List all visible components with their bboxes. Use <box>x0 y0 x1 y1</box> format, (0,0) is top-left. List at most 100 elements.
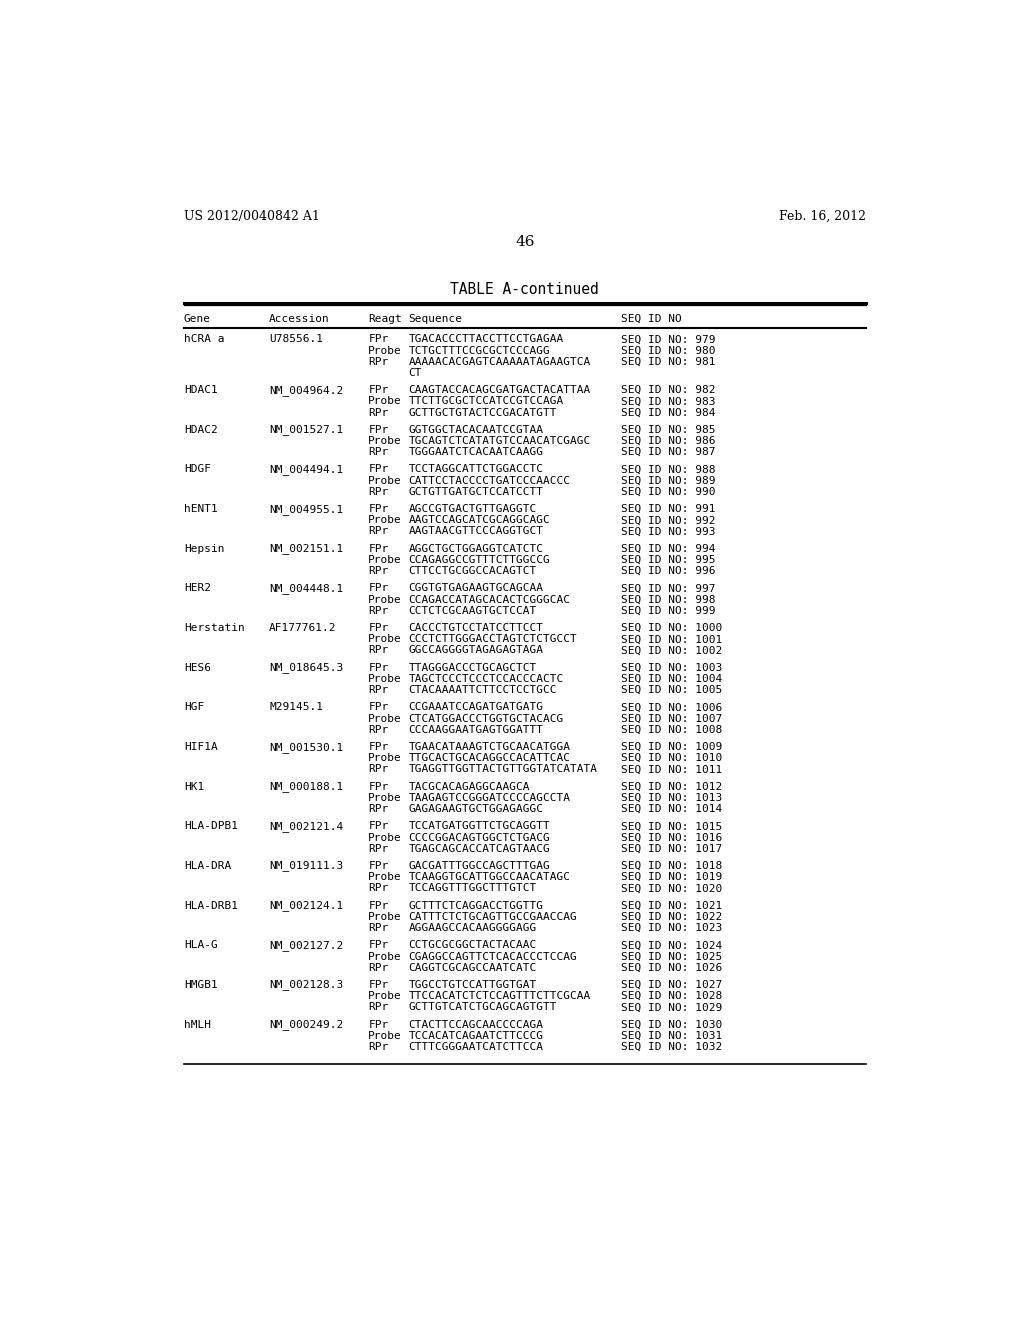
Text: TGACACCCTTACCTTCCTGAGAA: TGACACCCTTACCTTCCTGAGAA <box>409 334 564 345</box>
Text: SEQ ID NO: 1025: SEQ ID NO: 1025 <box>621 952 722 961</box>
Text: CTACTTCCAGCAACCCCAGA: CTACTTCCAGCAACCCCAGA <box>409 1019 544 1030</box>
Text: TABLE A-continued: TABLE A-continued <box>451 281 599 297</box>
Text: RPr: RPr <box>369 843 388 854</box>
Text: Hepsin: Hepsin <box>183 544 224 554</box>
Text: hENT1: hENT1 <box>183 504 217 513</box>
Text: SEQ ID NO: 1024: SEQ ID NO: 1024 <box>621 940 722 950</box>
Text: Probe: Probe <box>369 635 402 644</box>
Text: FPr: FPr <box>369 742 388 752</box>
Text: NM_002128.3: NM_002128.3 <box>269 979 343 990</box>
Text: CAAGTACCACAGCGATGACTACATTAA: CAAGTACCACAGCGATGACTACATTAA <box>409 385 591 395</box>
Text: Probe: Probe <box>369 475 402 486</box>
Text: RPr: RPr <box>369 487 388 496</box>
Text: NM_004494.1: NM_004494.1 <box>269 465 343 475</box>
Text: CCCAAGGAATGAGTGGATTT: CCCAAGGAATGAGTGGATTT <box>409 725 544 735</box>
Text: FPr: FPr <box>369 544 388 554</box>
Text: FPr: FPr <box>369 623 388 634</box>
Text: NM_001527.1: NM_001527.1 <box>269 424 343 436</box>
Text: Probe: Probe <box>369 594 402 605</box>
Text: NM_000188.1: NM_000188.1 <box>269 781 343 792</box>
Text: SEQ ID NO: 997: SEQ ID NO: 997 <box>621 583 716 594</box>
Text: NM_018645.3: NM_018645.3 <box>269 663 343 673</box>
Text: TTCTTGCGCTCCATCCGTCCAGA: TTCTTGCGCTCCATCCGTCCAGA <box>409 396 564 407</box>
Text: CTACAAAATTCTTCCTCCTGCC: CTACAAAATTCTTCCTCCTGCC <box>409 685 557 696</box>
Text: hCRA a: hCRA a <box>183 334 224 345</box>
Text: FPr: FPr <box>369 900 388 911</box>
Text: CAGGTCGCAGCCAATCATC: CAGGTCGCAGCCAATCATC <box>409 962 537 973</box>
Text: Herstatin: Herstatin <box>183 623 245 634</box>
Text: SEQ ID NO: 1016: SEQ ID NO: 1016 <box>621 833 722 842</box>
Text: US 2012/0040842 A1: US 2012/0040842 A1 <box>183 210 319 223</box>
Text: NM_002121.4: NM_002121.4 <box>269 821 343 832</box>
Text: RPr: RPr <box>369 883 388 894</box>
Text: CCGAAATCCAGATGATGATG: CCGAAATCCAGATGATGATG <box>409 702 544 713</box>
Text: SEQ ID NO: 981: SEQ ID NO: 981 <box>621 356 716 367</box>
Text: HMGB1: HMGB1 <box>183 979 217 990</box>
Text: HGF: HGF <box>183 702 204 713</box>
Text: TGAGGTTGGTTACTGTTGGTATCATATA: TGAGGTTGGTTACTGTTGGTATCATATA <box>409 764 598 775</box>
Text: RPr: RPr <box>369 804 388 814</box>
Text: Probe: Probe <box>369 396 402 407</box>
Text: Probe: Probe <box>369 554 402 565</box>
Text: HDAC1: HDAC1 <box>183 385 217 395</box>
Text: CGGTGTGAGAAGTGCAGCAA: CGGTGTGAGAAGTGCAGCAA <box>409 583 544 594</box>
Text: HDAC2: HDAC2 <box>183 425 217 434</box>
Text: SEQ ID NO: 1028: SEQ ID NO: 1028 <box>621 991 722 1001</box>
Text: SEQ ID NO: 985: SEQ ID NO: 985 <box>621 425 716 434</box>
Text: HK1: HK1 <box>183 781 204 792</box>
Text: HES6: HES6 <box>183 663 211 673</box>
Text: FPr: FPr <box>369 663 388 673</box>
Text: RPr: RPr <box>369 408 388 417</box>
Text: Probe: Probe <box>369 793 402 803</box>
Text: TTGCACTGCACAGGCCACATTCAC: TTGCACTGCACAGGCCACATTCAC <box>409 754 570 763</box>
Text: RPr: RPr <box>369 356 388 367</box>
Text: SEQ ID NO: 1020: SEQ ID NO: 1020 <box>621 883 722 894</box>
Text: CCTGCGCGGCTACTACAAC: CCTGCGCGGCTACTACAAC <box>409 940 537 950</box>
Text: TGGGAATCTCACAATCAAGG: TGGGAATCTCACAATCAAGG <box>409 447 544 457</box>
Text: SEQ ID NO: 990: SEQ ID NO: 990 <box>621 487 716 496</box>
Text: FPr: FPr <box>369 821 388 832</box>
Text: TAGCTCCCTCCCTCCACCCACTC: TAGCTCCCTCCCTCCACCCACTC <box>409 675 564 684</box>
Text: CCCTCTTGGGACCTAGTCTCTGCCT: CCCTCTTGGGACCTAGTCTCTGCCT <box>409 635 578 644</box>
Text: AAGTCCAGCATCGCAGGCAGC: AAGTCCAGCATCGCAGGCAGC <box>409 515 550 525</box>
Text: TCCTAGGCATTCTGGACCTC: TCCTAGGCATTCTGGACCTC <box>409 465 544 474</box>
Text: RPr: RPr <box>369 1041 388 1052</box>
Text: SEQ ID NO: 1011: SEQ ID NO: 1011 <box>621 764 722 775</box>
Text: HLA-G: HLA-G <box>183 940 217 950</box>
Text: hMLH: hMLH <box>183 1019 211 1030</box>
Text: Probe: Probe <box>369 833 402 842</box>
Text: RPr: RPr <box>369 725 388 735</box>
Text: NM_004964.2: NM_004964.2 <box>269 384 343 396</box>
Text: SEQ ID NO: 1008: SEQ ID NO: 1008 <box>621 725 722 735</box>
Text: RPr: RPr <box>369 764 388 775</box>
Text: M29145.1: M29145.1 <box>269 702 323 713</box>
Text: AGCCGTGACTGTTGAGGTC: AGCCGTGACTGTTGAGGTC <box>409 504 537 513</box>
Text: NM_002151.1: NM_002151.1 <box>269 544 343 554</box>
Text: GGCCAGGGGTAGAGAGTAGA: GGCCAGGGGTAGAGAGTAGA <box>409 645 544 656</box>
Text: CCTCTCGCAAGTGCTCCAT: CCTCTCGCAAGTGCTCCAT <box>409 606 537 615</box>
Text: RPr: RPr <box>369 962 388 973</box>
Text: Probe: Probe <box>369 714 402 723</box>
Text: FPr: FPr <box>369 940 388 950</box>
Text: Probe: Probe <box>369 346 402 355</box>
Text: Sequence: Sequence <box>409 314 463 323</box>
Text: HLA-DRB1: HLA-DRB1 <box>183 900 238 911</box>
Text: SEQ ID NO: 1003: SEQ ID NO: 1003 <box>621 663 722 673</box>
Text: Probe: Probe <box>369 1031 402 1040</box>
Text: CTCATGGACCCTGGTGCTACACG: CTCATGGACCCTGGTGCTACACG <box>409 714 564 723</box>
Text: SEQ ID NO: 986: SEQ ID NO: 986 <box>621 436 716 446</box>
Text: NM_002124.1: NM_002124.1 <box>269 900 343 911</box>
Text: SEQ ID NO: 1031: SEQ ID NO: 1031 <box>621 1031 722 1040</box>
Text: FPr: FPr <box>369 334 388 345</box>
Text: Gene: Gene <box>183 314 211 323</box>
Text: SEQ ID NO: 979: SEQ ID NO: 979 <box>621 334 716 345</box>
Text: SEQ ID NO: 1015: SEQ ID NO: 1015 <box>621 821 722 832</box>
Text: TCAAGGTGCATTGGCCAACATAGC: TCAAGGTGCATTGGCCAACATAGC <box>409 873 570 882</box>
Text: Probe: Probe <box>369 912 402 921</box>
Text: GCTTGCTGTACTCCGACATGTT: GCTTGCTGTACTCCGACATGTT <box>409 408 557 417</box>
Text: FPr: FPr <box>369 583 388 594</box>
Text: GCTGTTGATGCTCCATCCTT: GCTGTTGATGCTCCATCCTT <box>409 487 544 496</box>
Text: RPr: RPr <box>369 566 388 576</box>
Text: FPr: FPr <box>369 504 388 513</box>
Text: SEQ ID NO: 996: SEQ ID NO: 996 <box>621 566 716 576</box>
